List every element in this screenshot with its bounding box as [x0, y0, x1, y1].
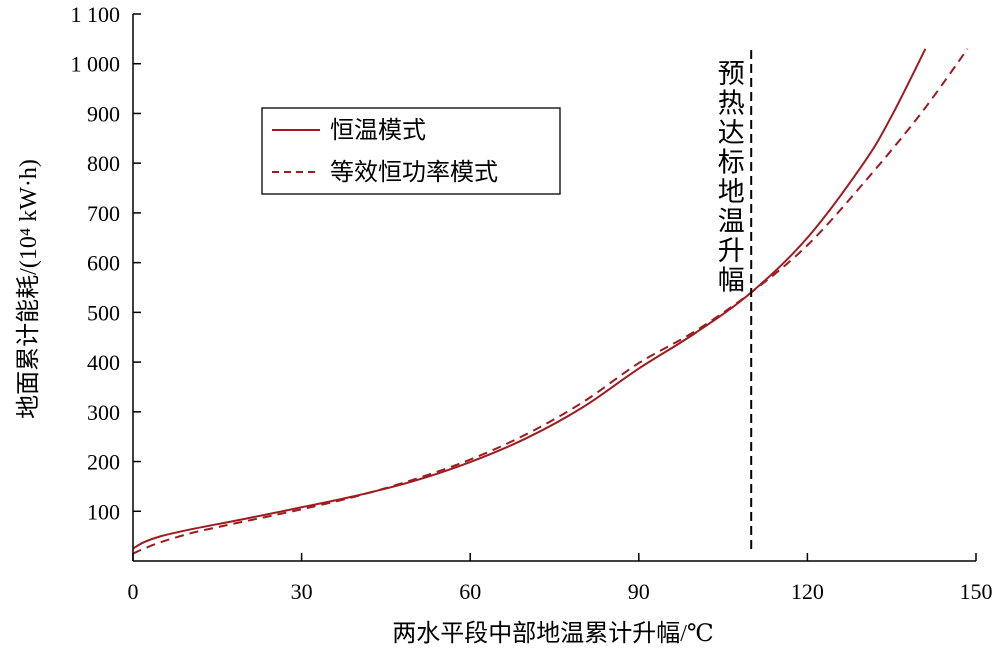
y-axis-ticks: 100 200 300 400 500 600 700 800 900 1 000 1 100 [71, 2, 141, 524]
y-tick-label: 1 000 [71, 52, 121, 77]
legend-box [261, 107, 561, 195]
y-tick-label: 300 [87, 400, 120, 425]
y-axis-label: 地面累计能耗/(10⁴ kW·h) [15, 159, 42, 419]
y-tick-label: 400 [87, 350, 120, 375]
legend-label-series-2: 等效恒功率模式 [330, 159, 498, 186]
x-axis-label: 两水平段中部地温累计升幅/℃ [392, 620, 714, 647]
y-tick-label: 500 [87, 300, 120, 325]
y-tick-label: 100 [87, 499, 120, 524]
legend-label-series-1: 恒温模式 [330, 117, 426, 144]
y-tick-label: 1 100 [71, 2, 121, 27]
y-tick-label: 700 [87, 201, 120, 226]
legend: 恒温模式 等效恒功率模式 [261, 107, 561, 195]
x-tick-label: 90 [628, 579, 650, 604]
reference-line-label: 预热达标地温升幅 [718, 59, 745, 296]
x-axis-ticks: 0 30 60 90 120 150 [128, 553, 993, 604]
x-tick-label: 30 [291, 579, 313, 604]
y-tick-label: 600 [87, 251, 120, 276]
x-tick-label: 150 [960, 579, 993, 604]
y-tick-label: 200 [87, 450, 120, 475]
x-tick-label: 0 [128, 579, 139, 604]
y-tick-label: 800 [87, 151, 120, 176]
x-tick-label: 60 [459, 579, 481, 604]
y-tick-label: 900 [87, 101, 120, 126]
series-line-2 [132, 48, 969, 555]
series-layer [132, 48, 969, 555]
x-tick-label: 120 [791, 579, 824, 604]
series-line-1 [132, 48, 927, 550]
